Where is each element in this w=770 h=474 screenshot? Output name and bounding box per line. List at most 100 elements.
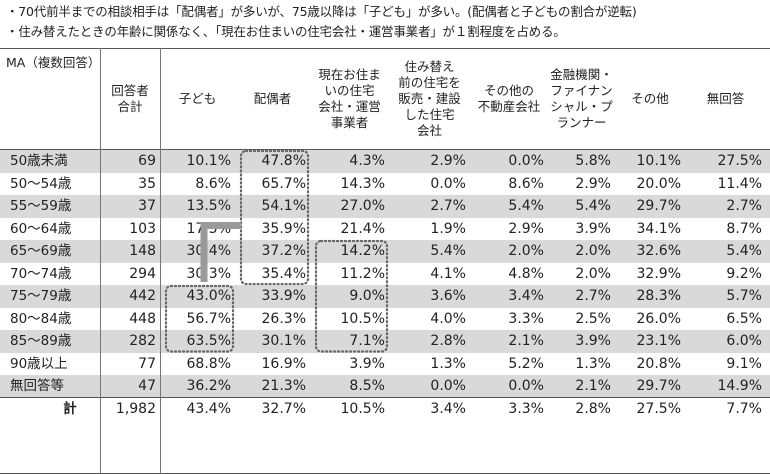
table-cell: 5.4% (726, 243, 762, 259)
column-divider (160, 48, 161, 474)
row-label: 計 (63, 400, 77, 417)
table-cell: 3.6% (430, 288, 466, 304)
table-cell: 43.0% (186, 288, 231, 304)
column-header: その他 (631, 91, 669, 106)
table-cell: 0.0% (508, 378, 544, 394)
row-divider (0, 149, 770, 150)
row-label: 60〜64歳 (10, 220, 72, 237)
table-cell: 14.2% (340, 243, 385, 259)
table-cell: 10.5% (340, 400, 385, 417)
table-cell: 10.1% (186, 153, 231, 169)
table-cell: 7.1% (349, 333, 385, 349)
table-cell: 34.1% (636, 220, 681, 237)
table-cell: 8.7% (726, 220, 762, 237)
table-cell: 6.5% (726, 310, 762, 327)
table-cell: 5.4% (575, 198, 611, 214)
row-divider (0, 48, 770, 49)
table-cell: 30.1% (261, 333, 306, 349)
table-cell: 9.1% (726, 355, 762, 372)
table-cell: 5.8% (575, 153, 611, 169)
table-cell: 2.9% (430, 153, 466, 169)
column-header: 配偶者 (253, 91, 292, 106)
table-cell: 27.0% (340, 198, 385, 214)
table-cell: 2.9% (575, 175, 611, 192)
table-cell: 11.4% (717, 175, 762, 192)
table-cell: 2.8% (430, 333, 466, 349)
table-cell: 33.9% (261, 288, 306, 304)
table-cell: 1.9% (430, 220, 466, 237)
column-header: 金融機関・ ファイナン シャル・プ ランナー (550, 67, 613, 130)
table-cell: 0.0% (508, 153, 544, 169)
table-cell: 68.8% (186, 355, 231, 372)
row-label: 70〜74歳 (10, 265, 72, 282)
table-cell: 29.7% (636, 198, 681, 214)
table-cell: 29.7% (636, 378, 681, 394)
table-cell: 8.5% (349, 378, 385, 394)
table-cell: 21.4% (340, 220, 385, 237)
row-total: 103 (129, 220, 156, 237)
row-total: 47 (138, 378, 156, 394)
row-divider (0, 396, 770, 398)
table-cell: 3.9% (349, 355, 385, 372)
table-cell: 3.4% (430, 400, 466, 417)
table-title: MA（複数回答） (6, 55, 101, 70)
row-total: 37 (138, 198, 156, 214)
table-cell: 1.3% (575, 355, 611, 372)
table-cell: 8.6% (508, 175, 544, 192)
row-total: 35 (138, 175, 156, 192)
row-shade (0, 150, 770, 173)
table-cell: 2.1% (508, 333, 544, 349)
table-cell: 3.4% (508, 288, 544, 304)
table-cell: 28.3% (636, 288, 681, 304)
row-label: 85〜89歳 (10, 333, 72, 349)
table-cell: 2.0% (508, 243, 544, 259)
table-cell: 30.3% (186, 265, 231, 282)
row-shade (0, 195, 770, 218)
table-cell: 3.3% (508, 310, 544, 327)
row-label: 65〜69歳 (10, 243, 72, 259)
table-cell: 3.3% (508, 400, 544, 417)
row-label: 50〜54歳 (10, 175, 72, 192)
column-divider (100, 48, 101, 474)
column-header: 住み替え 前の住宅を 販売・建設 した住宅 会社 (398, 59, 461, 138)
table-cell: 54.1% (261, 198, 306, 214)
table-cell: 2.0% (575, 243, 611, 259)
table-cell: 5.4% (508, 198, 544, 214)
table-cell: 2.9% (508, 220, 544, 237)
row-label: 75〜79歳 (10, 288, 72, 304)
table-cell: 35.9% (261, 220, 306, 237)
row-total: 77 (138, 355, 156, 372)
table-cell: 32.9% (636, 265, 681, 282)
table-cell: 10.5% (340, 310, 385, 327)
column-header: 無回答 (706, 91, 745, 106)
table-cell: 13.5% (186, 198, 231, 214)
table-cell: 2.1% (575, 378, 611, 394)
table-cell: 9.0% (349, 288, 385, 304)
table-cell: 8.6% (195, 175, 231, 192)
table-cell: 2.7% (575, 288, 611, 304)
row-total: 448 (129, 310, 156, 327)
table-cell: 63.5% (186, 333, 231, 349)
column-header: その他の 不動産会社 (477, 83, 541, 114)
table-cell: 23.1% (636, 333, 681, 349)
table-cell: 32.6% (636, 243, 681, 259)
data-table: MA（複数回答） 回答者 合計 子ども 配偶者 現在お住ま いの住宅 会社・運営 事業者 住み替え… (0, 48, 770, 474)
table-cell: 3.9% (575, 220, 611, 237)
notes: ・70代前半までの相談相手は「配偶者」が多いが、75歳以降は「子ども」が多い。(… (6, 2, 766, 42)
table-cell: 9.2% (726, 265, 762, 282)
table-cell: 4.1% (430, 265, 466, 282)
table-cell: 2.8% (575, 400, 611, 417)
table-cell: 27.5% (717, 153, 762, 169)
table-cell: 0.0% (430, 175, 466, 192)
table-cell: 21.3% (261, 378, 306, 394)
row-shade (0, 375, 770, 398)
table-cell: 6.0% (726, 333, 762, 349)
row-label: 90歳以上 (10, 355, 68, 372)
table-cell: 2.5% (575, 310, 611, 327)
row-total: 1,982 (115, 400, 156, 417)
table-cell: 26.3% (261, 310, 306, 327)
table-cell: 56.7% (186, 310, 231, 327)
row-label: 無回答等 (10, 378, 64, 394)
table-cell: 27.5% (636, 400, 681, 417)
table-cell: 10.1% (636, 153, 681, 169)
